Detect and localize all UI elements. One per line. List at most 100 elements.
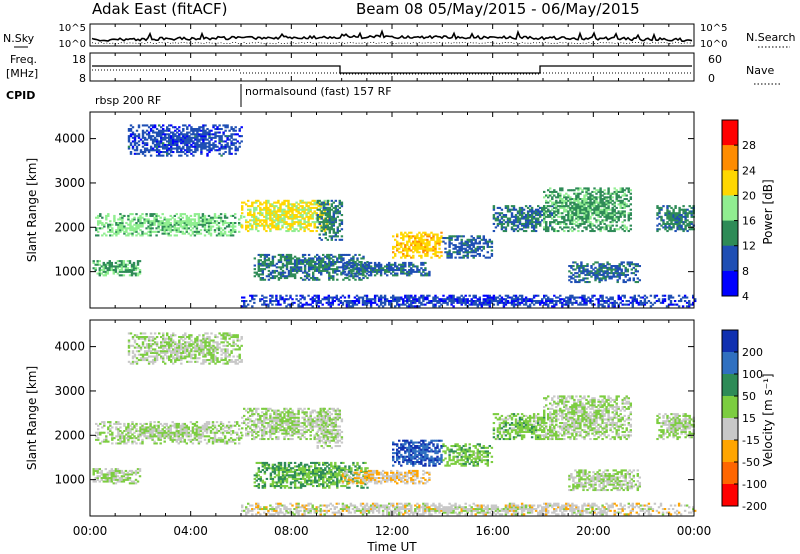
scatter-cell (398, 296, 401, 299)
scatter-cell (153, 140, 157, 143)
scatter-cell (543, 301, 546, 304)
scatter-cell (101, 227, 104, 230)
scatter-cell (253, 301, 256, 304)
scatter-cell (623, 219, 626, 222)
scatter-cell (219, 220, 223, 223)
scatter-cell (565, 198, 568, 201)
scatter-cell (611, 298, 614, 301)
scatter-cell (305, 214, 308, 217)
scatter-cell (510, 300, 514, 303)
scatter-cell (613, 230, 616, 233)
scatter-cell (253, 208, 256, 211)
scatter-cell (553, 303, 556, 306)
scatter-cell (351, 269, 355, 272)
scatter-cell (265, 206, 268, 209)
scatter-cell (581, 210, 584, 213)
scatter-cell (169, 230, 172, 233)
scatter-cell (97, 431, 100, 434)
scatter-cell (424, 253, 427, 256)
scatter-cell (195, 227, 199, 230)
scatter-cell (623, 192, 626, 195)
scatter-cell (271, 210, 274, 213)
scatter-cell (472, 238, 475, 241)
scatter-cell (584, 268, 587, 271)
scatter-cell (251, 294, 254, 297)
scatter-cell (327, 303, 331, 306)
scatter-cell (185, 227, 189, 230)
scatter-cell (470, 244, 473, 247)
scatter-cell (575, 212, 578, 215)
scatter-cell (448, 251, 451, 254)
scatter-cell (269, 228, 272, 231)
scatter-cell (460, 240, 463, 243)
scatter-cell (599, 230, 602, 233)
scatter-cell (486, 244, 490, 247)
scatter-cell (514, 300, 518, 303)
scatter-cell (158, 154, 161, 157)
scatter-cell (518, 217, 522, 220)
scatter-cell (629, 189, 633, 192)
power-heatmap (92, 124, 697, 308)
scatter-cell (530, 230, 534, 233)
scatter-cell (522, 208, 526, 211)
scatter-cell (569, 219, 572, 222)
scatter-cell (226, 145, 229, 148)
scatter-cell (273, 214, 276, 217)
scatter-cell (616, 265, 619, 268)
scatter-cell (263, 224, 266, 227)
scatter-cell (390, 301, 393, 304)
scatter-cell (305, 301, 308, 304)
scatter-cell (141, 213, 144, 216)
scatter-cell (516, 303, 520, 306)
scatter-cell (334, 210, 338, 213)
scatter-cell (247, 303, 250, 306)
scatter-cell (553, 190, 556, 193)
scatter-cell (201, 218, 205, 221)
scatter-cell (506, 296, 510, 299)
scatter-cell (111, 227, 114, 230)
scatter-cell (285, 277, 289, 280)
scatter-cell (326, 271, 329, 274)
scatter-cell (617, 298, 620, 301)
scatter-cell (163, 218, 166, 221)
scatter-cell (547, 230, 550, 233)
scatter-cell (253, 219, 256, 222)
scatter-cell (133, 142, 137, 145)
colorbar-swatch (722, 270, 738, 297)
scatter-cell (555, 190, 558, 193)
scatter-cell (191, 230, 195, 233)
scatter-cell (636, 263, 640, 266)
scatter-cell (326, 214, 330, 217)
scatter-cell (184, 142, 187, 145)
scatter-cell (273, 210, 276, 213)
scatter-cell (464, 303, 467, 306)
scatter-cell (599, 296, 602, 299)
scatter-cell (253, 206, 256, 209)
scatter-cell (460, 238, 463, 241)
scatter-cell (131, 225, 134, 228)
scatter-cell (530, 210, 534, 213)
scatter-cell (349, 300, 353, 303)
scatter-cell (406, 296, 409, 299)
scatter-cell (482, 235, 486, 238)
scatter-cell (320, 257, 323, 260)
scatter-cell (595, 298, 598, 301)
scatter-cell (656, 206, 659, 209)
scatter-cell (555, 303, 558, 306)
scatter-cell (255, 206, 258, 209)
scatter-cell (484, 303, 488, 306)
scatter-cell (195, 222, 199, 225)
scatter-cell (215, 216, 219, 219)
scatter-cell (313, 298, 316, 301)
scatter-cell (377, 269, 381, 272)
scatter-cell (591, 294, 594, 297)
scatter-cell (100, 269, 104, 272)
scatter-cell (559, 215, 562, 218)
scatter-cell (414, 242, 417, 245)
scatter-cell (263, 257, 267, 260)
scatter-cell (182, 142, 185, 145)
scatter-cell (609, 230, 612, 233)
scatter-cell (629, 217, 633, 220)
scatter-cell (598, 273, 601, 276)
scatter-cell (571, 217, 574, 220)
